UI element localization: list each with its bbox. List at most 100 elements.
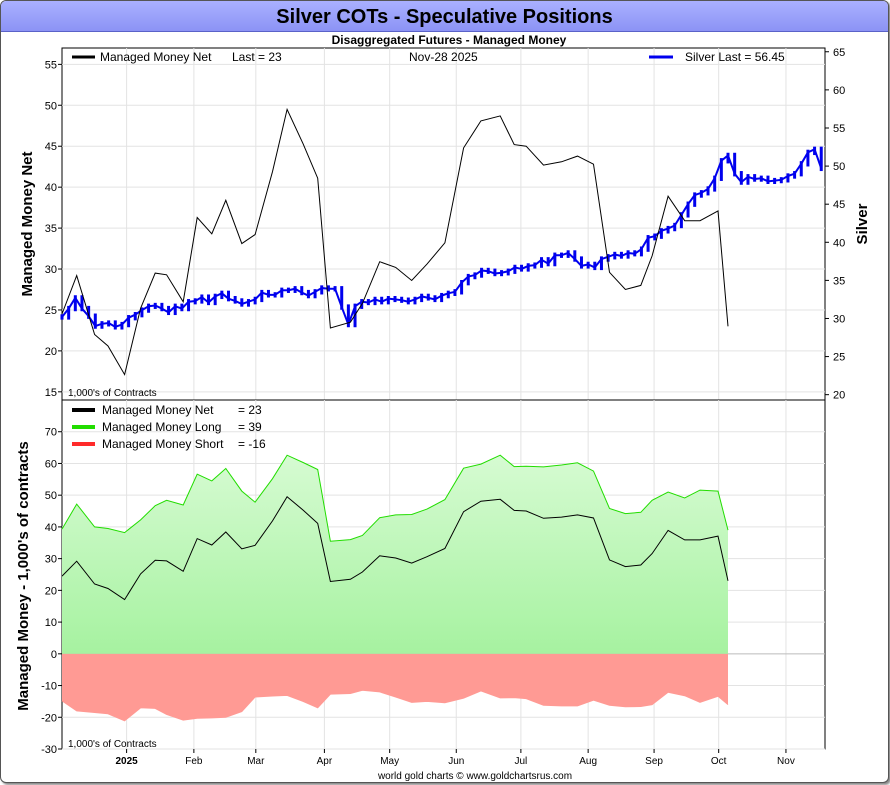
top-legend-silver-label: Silver Last = 56.45: [685, 50, 785, 64]
top-y2-tick-label-20: 20: [833, 390, 845, 402]
silver-seg-11: [128, 313, 136, 319]
x-tick-label-sep: Sep: [645, 756, 663, 767]
silver-seg-1: [61, 307, 70, 318]
silver-seg-28: [241, 300, 249, 305]
bottom-legend-short-label: Managed Money Short: [102, 437, 224, 451]
bottom-y-tick-label-30: 30: [45, 554, 57, 566]
silver-seg-66: [494, 271, 502, 275]
silver-seg-103: [740, 175, 749, 183]
silver-seg-107: [767, 179, 775, 183]
silver-seg-62: [468, 274, 476, 278]
silver-seg-50: [388, 297, 396, 301]
silver-seg-14: [148, 304, 156, 308]
x-tick-label-oct: Oct: [711, 756, 727, 767]
x-tick-label-jul: Jul: [514, 756, 527, 767]
silver-seg-71: [528, 264, 535, 267]
bottom-legend: Managed Money Net = 23 Managed Money Long =…: [72, 403, 266, 451]
bottom-legend-long-label: Managed Money Long: [102, 420, 221, 434]
silver-seg-7: [101, 322, 109, 325]
silver-seg-113: [807, 148, 815, 154]
silver-seg-94: [680, 203, 689, 216]
top-y2-axis-label: Silver: [854, 203, 871, 244]
silver-seg-30: [254, 291, 263, 301]
bottom-legend-net-label: Managed Money Net: [102, 403, 214, 417]
silver-seg-58: [441, 292, 449, 297]
bottom-y-tick-label-50: 50: [45, 490, 57, 502]
silver-seg-53: [407, 298, 416, 303]
silver-seg-65: [487, 270, 496, 275]
silver-seg-92: [667, 224, 676, 230]
top-y2-tick-label-50: 50: [833, 161, 845, 173]
silver-seg-37: [301, 291, 309, 297]
silver-seg-16: [161, 307, 170, 314]
bottom-y-tick-label--20: -20: [41, 712, 57, 724]
silver-seg-86: [627, 251, 635, 255]
silver-seg-95: [687, 194, 696, 205]
silver-seg-38: [307, 290, 316, 297]
silver-seg-47: [367, 298, 376, 304]
silver-seg-55: [421, 295, 429, 299]
silver-seg-68: [507, 266, 516, 273]
top-y-tick-label-55: 55: [45, 59, 57, 71]
x-tick-label-mar: Mar: [247, 756, 265, 767]
silver-seg-77: [567, 252, 576, 260]
short-area: [62, 653, 728, 721]
silver-seg-48: [374, 298, 383, 303]
short-line: [61, 689, 729, 722]
top-y-tick-label-30: 30: [45, 264, 57, 276]
silver-seg-100: [720, 154, 729, 162]
top-y-tick-label-25: 25: [45, 305, 57, 317]
silver-seg-24: [214, 292, 223, 298]
top-y2-tick-label-40: 40: [833, 237, 845, 249]
silver-seg-3: [74, 297, 83, 310]
silver-seg-36: [294, 287, 303, 294]
x-tick-label-may: May: [380, 756, 399, 767]
silver-seg-84: [614, 253, 622, 257]
bottom-units-note: 1,000's of Contracts: [68, 739, 157, 750]
silver-seg-23: [207, 295, 216, 304]
silver-seg-43: [340, 306, 350, 325]
footer-credit: world gold charts © www.goldchartsrus.co…: [377, 771, 572, 782]
bottom-y-tick-label-40: 40: [45, 522, 57, 534]
x-tick-label-aug: Aug: [579, 756, 597, 767]
bottom-net-line: [61, 496, 729, 601]
silver-seg-33: [274, 289, 283, 296]
silver-seg-44: [347, 305, 356, 325]
top-legend-net-last: Last = 23: [232, 50, 282, 64]
chart-subtitle: Disaggregated Futures - Managed Money: [332, 33, 567, 47]
silver-seg-109: [780, 175, 789, 181]
silver-seg-101: [727, 155, 736, 175]
silver-seg-15: [154, 304, 163, 310]
bottom-y-tick-label-20: 20: [45, 585, 57, 597]
silver-seg-96: [694, 191, 702, 196]
silver-seg-52: [401, 299, 409, 303]
silver-seg-81: [594, 258, 603, 269]
silver-seg-57: [434, 294, 443, 301]
silver-seg-106: [760, 177, 769, 183]
silver-seg-25: [221, 292, 230, 300]
x-tick-label-2025: 2025: [115, 756, 138, 767]
silver-seg-79: [581, 263, 589, 267]
silver-seg-97: [700, 188, 709, 194]
bottom-y-tick-label--30: -30: [41, 744, 57, 756]
silver-seg-56: [428, 296, 436, 301]
top-y2-tick-label-35: 35: [833, 275, 845, 287]
silver-seg-99: [713, 160, 723, 179]
top-y-tick-label-45: 45: [45, 141, 57, 153]
top-units-note: 1,000's of Contracts: [68, 388, 157, 399]
top-y-tick-label-50: 50: [45, 100, 57, 112]
top-y-tick-label-40: 40: [45, 182, 57, 194]
silver-seg-6: [94, 322, 103, 328]
bottom-y-tick-label-60: 60: [45, 458, 57, 470]
top-net-line: [61, 107, 729, 376]
silver-seg-26: [228, 297, 236, 302]
top-y2-tick-label-60: 60: [833, 85, 845, 97]
top-y-axis-label: Managed Money Net: [19, 151, 36, 296]
silver-seg-51: [394, 298, 402, 302]
x-tick-label-apr: Apr: [317, 756, 333, 767]
silver-seg-74: [547, 254, 556, 265]
silver-seg-19: [181, 301, 190, 310]
silver-seg-69: [514, 266, 522, 270]
silver-seg-45: [354, 300, 363, 308]
silver-seg-31: [261, 291, 269, 296]
